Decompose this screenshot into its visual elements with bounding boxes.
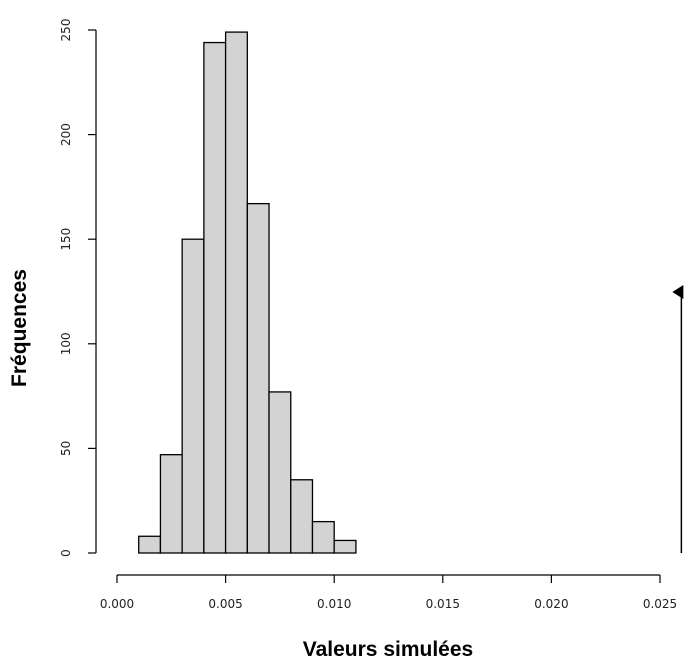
histogram-bar [159,454,183,554]
histogram-bar [246,202,270,554]
y-tick-label: 50 [59,441,73,456]
x-tick-label: 0.010 [317,597,351,611]
y-axis-title: Fréquences [8,269,31,387]
histogram-bar [311,520,335,554]
x-tick-label: 0.025 [643,597,677,611]
x-axis-title: Valeurs simulées [303,638,473,661]
histogram-bar [224,31,248,554]
histogram-bar [333,539,357,554]
y-axis: 0 50 100 150 200 250 [59,19,97,557]
x-tick-label: 0.000 [100,597,134,611]
histogram-bar [290,479,314,554]
histogram-bar [181,238,205,554]
histogram-bar [203,41,227,554]
y-tick-label: 100 [59,332,73,355]
x-axis: 0.000 0.005 0.010 0.015 0.020 0.025 [100,574,677,611]
y-tick-label: 250 [59,19,73,42]
histogram-bar [138,535,162,554]
histogram-bar [268,391,292,554]
y-tick-label: 150 [59,228,73,251]
histogram-bars [138,31,357,554]
y-tick-label: 0 [59,549,73,557]
x-tick-label: 0.005 [208,597,242,611]
x-tick-label: 0.020 [534,597,568,611]
observed-value-marker [672,285,684,553]
y-tick-label: 200 [59,123,73,146]
x-tick-label: 0.015 [426,597,460,611]
observed-value-arrow [672,285,684,299]
